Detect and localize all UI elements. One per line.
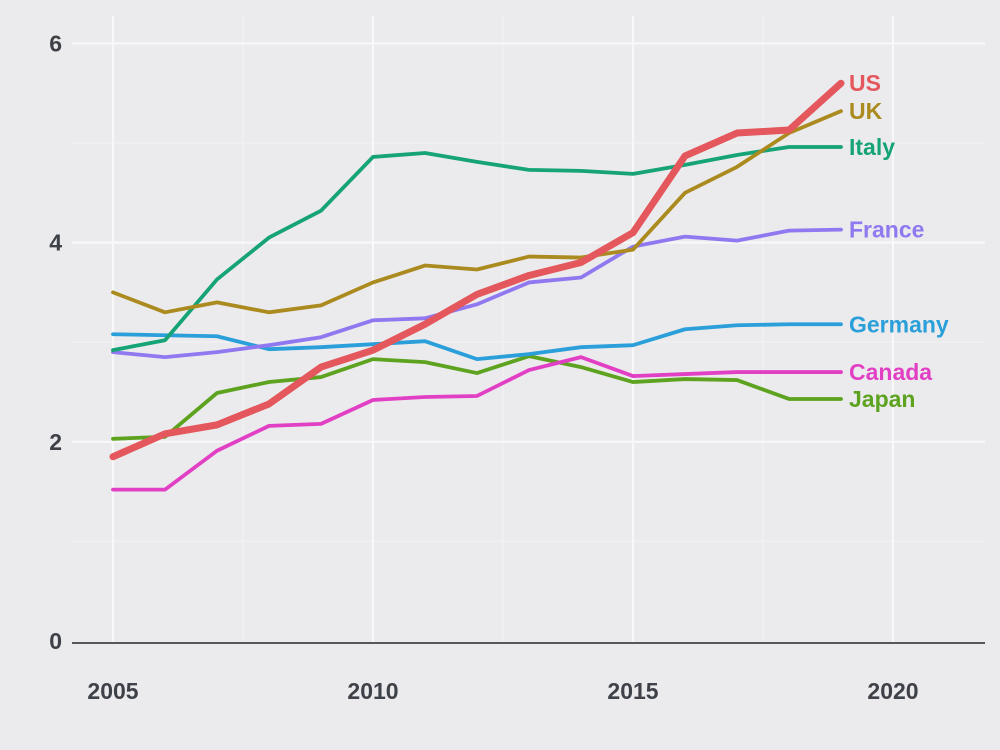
series-label-germany: Germany [849,311,949,337]
y-tick-label-4: 4 [49,230,62,256]
series-line-italy [111,145,843,353]
series-line-france [111,227,843,360]
y-tick-label-0: 0 [49,628,62,654]
series-line-japan [111,354,843,441]
y-tick-label-2: 2 [49,429,62,455]
x-tick-label-2010: 2010 [347,678,398,704]
series-line-us [109,79,845,461]
series-line-uk [111,109,843,315]
series-label-japan: Japan [849,386,915,412]
series-line-canada [111,355,843,492]
series-label-italy: Italy [849,134,895,160]
series-label-canada: Canada [849,359,932,385]
series-label-uk: UK [849,98,883,124]
series-label-us: US [849,70,881,96]
x-tick-label-2020: 2020 [867,678,918,704]
y-tick-label-6: 6 [49,30,62,56]
series-label-france: France [849,217,924,243]
x-tick-label-2005: 2005 [87,678,138,704]
series-line-germany [111,322,843,362]
x-tick-label-2015: 2015 [607,678,658,704]
